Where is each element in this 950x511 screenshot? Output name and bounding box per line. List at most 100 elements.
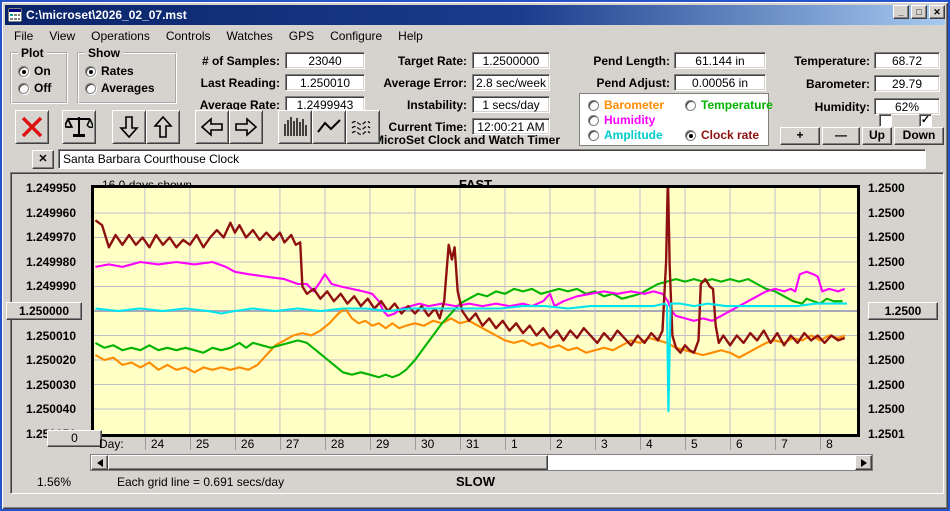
menu-gps[interactable]: GPS (288, 28, 315, 43)
arrow-left-icon (200, 117, 223, 137)
maximize-button[interactable]: □ (911, 5, 927, 19)
target-rate-label: Target Rate: (397, 54, 467, 68)
right-axis-tick-label: 1.2500 (868, 328, 905, 343)
day-tick (549, 437, 551, 450)
day-tick (820, 437, 822, 450)
current-time-label: Current Time: (388, 120, 467, 134)
legend-label: Amplitude (604, 128, 663, 142)
series-amplitude (95, 302, 848, 413)
radio-icon (85, 82, 96, 94)
arrow-up-icon (153, 115, 173, 138)
right-axis-tick-label: 1.2501 (868, 427, 905, 441)
radio-icon (588, 99, 599, 111)
average-error-label: Average Error: (383, 76, 467, 90)
down-button[interactable]: Down (894, 127, 944, 145)
right-axis-center-button[interactable]: 1.2500 (868, 302, 938, 320)
clear-name-button[interactable]: ✕ (32, 150, 54, 169)
instability-label: Instability: (406, 98, 467, 112)
app-icon (8, 8, 22, 22)
instability-field[interactable]: 1 secs/day (472, 96, 550, 113)
menu-watches[interactable]: Watches (226, 28, 273, 43)
plus-button[interactable]: + (780, 127, 820, 145)
show-group-title: Show (85, 46, 123, 60)
day-tick (504, 437, 506, 450)
clock-name-input[interactable] (58, 149, 926, 169)
percent-label: 1.56% (37, 475, 72, 489)
checkbox-right[interactable]: ✓ (919, 114, 932, 127)
scroll-left-button[interactable] (91, 455, 108, 470)
humidity-field[interactable]: 62% (874, 98, 940, 115)
shift-right-button[interactable] (229, 110, 263, 144)
legend-option-temperature[interactable]: Temperature (685, 98, 773, 112)
pend-length-field[interactable]: 61.144 in (674, 52, 766, 69)
legend-option-humidity[interactable]: Humidity (588, 113, 655, 127)
day-tick (775, 437, 777, 450)
day-tick-label: 25 (195, 437, 210, 451)
series-temperature (94, 278, 843, 379)
pend-adjust-field[interactable]: 0.00056 in (674, 74, 766, 91)
samples-label: # of Samples: (201, 54, 280, 68)
day-tick (730, 437, 732, 450)
menu-view[interactable]: View (49, 28, 76, 43)
shift-up-button[interactable] (146, 110, 180, 144)
day-tick (595, 437, 596, 450)
target-rate-field[interactable]: 1.2500000 (472, 52, 550, 69)
scrollbar-thumb[interactable] (108, 455, 548, 470)
left-triangle-icon (96, 458, 103, 467)
wavy-lines-icon (351, 120, 371, 136)
barometer-label: Barometer: (805, 77, 870, 91)
legend-label: Temperature (701, 98, 773, 112)
up-button[interactable]: Up (862, 127, 892, 145)
close-button[interactable]: ✕ (929, 5, 945, 19)
delete-button[interactable] (15, 110, 49, 144)
day-tick-label: 5 (691, 437, 698, 451)
zero-button[interactable]: 0 (47, 430, 102, 447)
plot-area[interactable] (91, 185, 860, 437)
smooth-view-button[interactable] (346, 110, 380, 144)
temperature-field[interactable]: 68.72 (874, 52, 940, 69)
menu-operations[interactable]: Operations (91, 28, 150, 43)
menu-configure[interactable]: Configure (330, 28, 383, 43)
checkbox-left[interactable] (879, 114, 892, 127)
show-averages-radio[interactable]: Averages (85, 81, 155, 95)
current-time-field[interactable]: 12:00:21 AM (472, 118, 550, 135)
series-clock-rate (94, 188, 846, 354)
balance-button[interactable] (62, 110, 96, 144)
show-rates-radio[interactable]: Rates (85, 64, 134, 78)
average-rate-field[interactable]: 1.2499943 (285, 96, 365, 113)
left-axis-center-button[interactable]: 1.250000 (6, 302, 82, 320)
line-view-button[interactable] (312, 110, 346, 144)
day-tick-label: 28 (330, 437, 345, 451)
menu-help[interactable]: Help (398, 28, 423, 43)
plot-off-radio[interactable]: Off (18, 81, 51, 95)
chart-scrollbar[interactable] (90, 454, 873, 471)
left-axis-tick-label: 1.249980 (25, 254, 76, 269)
minus-button[interactable]: — (822, 127, 860, 145)
pend-adjust-label: Pend Adjust: (596, 76, 670, 90)
day-tick (324, 437, 326, 450)
legend-option-barometer[interactable]: Barometer (588, 98, 664, 112)
shift-down-button[interactable] (112, 110, 146, 144)
legend-option-amplitude[interactable]: Amplitude (588, 128, 663, 142)
title-bar[interactable]: C:\microset\2026_02_07.mst (5, 5, 945, 25)
barometer-field[interactable]: 29.79 (874, 75, 940, 92)
average-error-field[interactable]: 2.8 sec/week (472, 74, 550, 91)
menu-controls[interactable]: Controls (165, 28, 211, 43)
right-axis-tick-label: 1.2500 (868, 254, 905, 269)
left-axis-tick-label: 1.250040 (25, 402, 76, 417)
plot-on-radio[interactable]: On (18, 64, 51, 78)
samples-field[interactable]: 23040 (285, 52, 365, 69)
day-tick (685, 437, 687, 450)
day-tick-label: 27 (285, 437, 300, 451)
scroll-right-button[interactable] (855, 455, 872, 470)
menu-file[interactable]: File (14, 28, 34, 43)
histogram-view-button[interactable] (278, 110, 312, 144)
radio-icon (18, 65, 29, 77)
last-reading-field[interactable]: 1.250010 (285, 74, 365, 91)
right-axis-tick-label: 1.2500 (868, 230, 905, 245)
left-axis-tick-label: 1.249970 (25, 230, 76, 245)
legend-option-clock-rate[interactable]: Clock rate (685, 128, 759, 142)
legend-label: Humidity (604, 113, 656, 127)
minimize-button[interactable]: _ (893, 5, 909, 19)
shift-left-button[interactable] (195, 110, 229, 144)
